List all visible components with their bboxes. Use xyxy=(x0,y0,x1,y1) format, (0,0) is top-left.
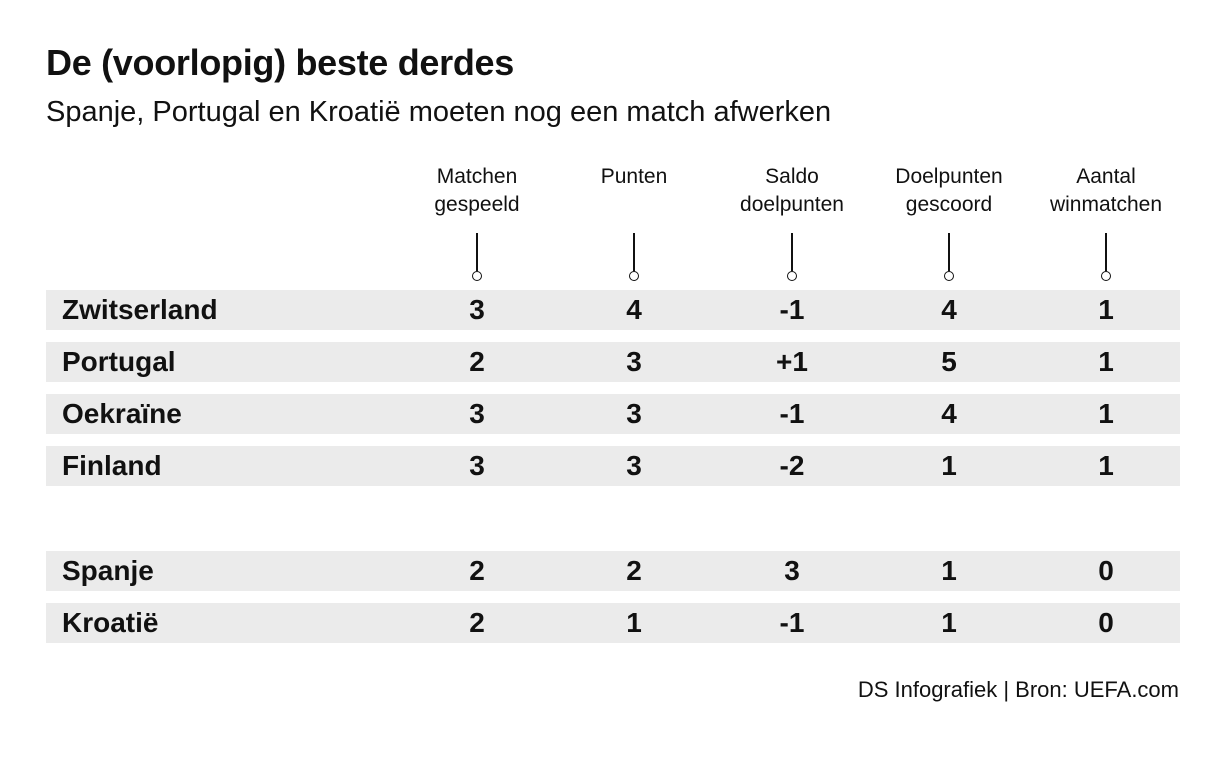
table-cell: 3 xyxy=(784,555,800,586)
table-cell: 1 xyxy=(1098,294,1114,325)
chart-subtitle: Spanje, Portugal en Kroatië moeten nog e… xyxy=(46,96,832,128)
column-header-doelpunten-gescoord: Doelpunten gescoord xyxy=(895,165,1003,216)
table-cell: 3 xyxy=(469,294,485,325)
team-name: Kroatië xyxy=(62,607,159,638)
table-row: Kroatië 2 1 -1 1 0 xyxy=(46,603,1180,643)
table-cell: 1 xyxy=(626,607,642,638)
column-connector-dot xyxy=(787,271,797,281)
column-connector-dot xyxy=(944,271,954,281)
table-row: Finland 3 3 -2 1 1 xyxy=(46,446,1180,486)
table-cell: 1 xyxy=(941,607,957,638)
table-cell: 3 xyxy=(469,398,485,429)
table-cell: 1 xyxy=(1098,398,1114,429)
column-connector-dot xyxy=(472,271,482,281)
table-row: Portugal 2 3 +1 5 1 xyxy=(46,342,1180,382)
table-cell: -1 xyxy=(779,398,805,429)
table-cell: 0 xyxy=(1098,607,1114,638)
team-name: Zwitserland xyxy=(62,294,218,325)
chart-title: De (voorlopig) beste derdes xyxy=(46,42,514,83)
team-name: Spanje xyxy=(62,555,154,586)
column-connector-line xyxy=(1105,233,1107,271)
table-cell: +1 xyxy=(776,346,808,377)
column-connector-line xyxy=(791,233,793,271)
column-connector-dot xyxy=(1101,271,1111,281)
table-cell: -1 xyxy=(779,294,805,325)
table-cell: 1 xyxy=(1098,450,1114,481)
table-row: Oekraïne 3 3 -1 4 1 xyxy=(46,394,1180,434)
column-connector-dot xyxy=(629,271,639,281)
column-header-aantal-winmatchen: Aantal winmatchen xyxy=(1049,165,1163,216)
table-row: Zwitserland 3 4 -1 4 1 xyxy=(46,290,1180,330)
table-cell: 4 xyxy=(626,294,642,325)
column-header-saldo-doelpunten: Saldo doelpunten xyxy=(740,165,844,216)
table-cell: 1 xyxy=(941,555,957,586)
table-cell: 4 xyxy=(941,398,957,429)
team-name: Oekraïne xyxy=(62,398,182,429)
table-cell: 2 xyxy=(626,555,642,586)
table-cell: -1 xyxy=(779,607,805,638)
table-cell: 2 xyxy=(469,346,485,377)
table-cell: 0 xyxy=(1098,555,1114,586)
table-cell: 2 xyxy=(469,555,485,586)
table-cell: 2 xyxy=(469,607,485,638)
column-connector-line xyxy=(633,233,635,271)
team-name: Portugal xyxy=(62,346,176,377)
table-cell: 1 xyxy=(1098,346,1114,377)
column-connector-line xyxy=(948,233,950,271)
table-cell: 1 xyxy=(941,450,957,481)
team-name: Finland xyxy=(62,450,162,481)
table-cell: 3 xyxy=(626,346,642,377)
table-row: Spanje 2 2 3 1 0 xyxy=(46,551,1180,591)
column-header-matchen-gespeeld: Matchen gespeeld xyxy=(434,165,520,216)
table-cell: 4 xyxy=(941,294,957,325)
column-connector-line xyxy=(476,233,478,271)
table-cell: 3 xyxy=(626,398,642,429)
table-cell: -2 xyxy=(779,450,805,481)
column-header-punten: Punten xyxy=(600,165,668,188)
table-cell: 3 xyxy=(469,450,485,481)
table-cell: 3 xyxy=(626,450,642,481)
source-credit: DS Infografiek | Bron: UEFA.com xyxy=(857,677,1179,702)
table-cell: 5 xyxy=(941,346,957,377)
